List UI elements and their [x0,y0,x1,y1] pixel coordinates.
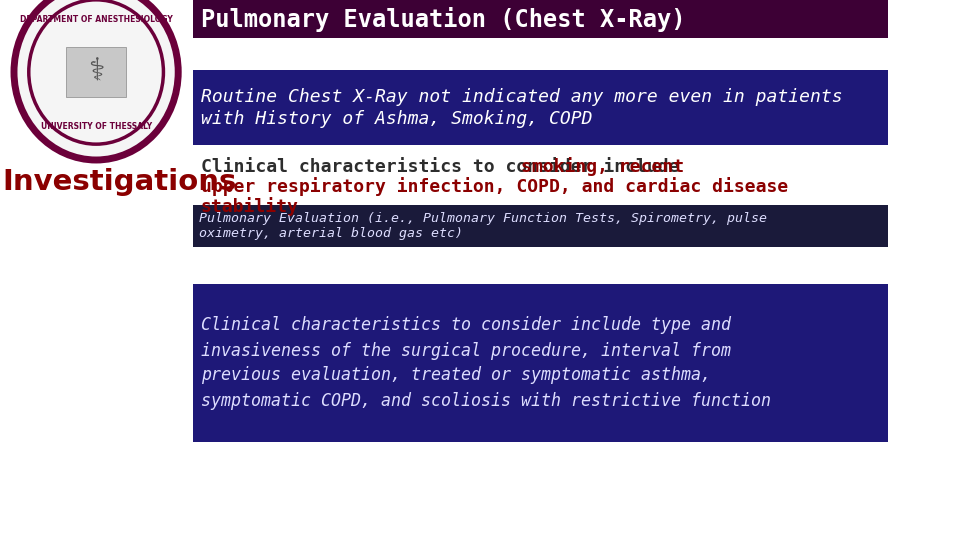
Text: smoking, recent: smoking, recent [521,158,684,177]
Text: Investigations: Investigations [3,168,237,196]
FancyBboxPatch shape [193,284,888,442]
Text: Clinical characteristics to consider include type and
invasiveness of the surgic: Clinical characteristics to consider inc… [201,316,771,409]
Text: with History of Ashma, Smoking, COPD: with History of Ashma, Smoking, COPD [201,110,592,127]
Text: oximetry, arterial blood gas etc): oximetry, arterial blood gas etc) [199,227,463,240]
FancyBboxPatch shape [66,47,126,97]
Text: stability: stability [201,198,299,217]
FancyBboxPatch shape [193,0,888,38]
Text: Routine Chest X-Ray not indicated any more even in patients: Routine Chest X-Ray not indicated any mo… [201,87,842,105]
Text: Pulmonary Evaluation (Chest X-Ray): Pulmonary Evaluation (Chest X-Ray) [201,6,685,31]
FancyBboxPatch shape [193,70,888,145]
Text: Pulmonary Evaluation (i.e., Pulmonary Function Tests, Spirometry, pulse: Pulmonary Evaluation (i.e., Pulmonary Fu… [199,212,767,225]
Text: ⚕: ⚕ [88,57,105,86]
Text: DEPARTMENT OF ANESTHESIOLOGY: DEPARTMENT OF ANESTHESIOLOGY [20,15,173,24]
FancyBboxPatch shape [193,205,888,247]
Text: UNIVERSITY OF THESSALY: UNIVERSITY OF THESSALY [40,122,152,131]
Text: Clinical characteristics to consider include: Clinical characteristics to consider inc… [201,158,690,176]
Circle shape [14,0,179,160]
Text: upper respiratory infection, COPD, and cardiac disease: upper respiratory infection, COPD, and c… [201,178,788,197]
